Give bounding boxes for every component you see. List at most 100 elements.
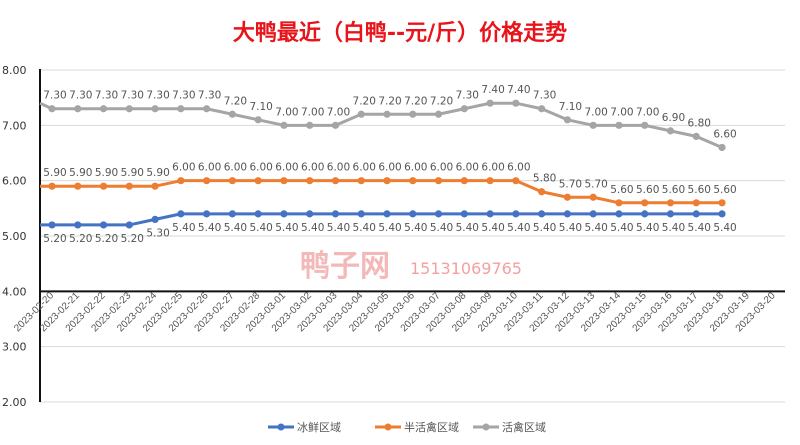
data-point	[48, 221, 56, 229]
legend-item: 冰鲜区域	[268, 420, 341, 434]
data-label: 5.40	[507, 222, 530, 234]
data-point	[538, 210, 546, 218]
y-tick-label: 8.00	[2, 64, 27, 77]
data-label: 6.00	[198, 162, 221, 174]
data-point	[280, 210, 288, 218]
data-point	[666, 199, 675, 207]
data-label: 6.60	[713, 128, 736, 140]
data-label: 6.00	[456, 162, 479, 174]
data-label: 5.40	[378, 222, 401, 234]
data-point	[254, 177, 262, 185]
series-line-1	[40, 179, 723, 205]
data-label: 6.00	[430, 162, 453, 174]
data-point	[692, 210, 700, 218]
data-label: 7.40	[507, 84, 530, 96]
data-point	[74, 105, 82, 113]
data-label: 5.90	[95, 167, 118, 179]
data-point	[125, 182, 133, 190]
data-label: 5.90	[146, 167, 169, 179]
data-label: 7.30	[198, 90, 221, 102]
y-tick-label: 4.00	[2, 285, 27, 298]
data-label: 5.60	[662, 184, 685, 196]
data-label: 5.30	[146, 227, 169, 239]
data-label: 5.40	[636, 222, 659, 234]
data-label: 5.40	[249, 222, 272, 234]
x-axis-ticks: 2023-02-202023-02-212023-02-222023-02-23…	[12, 290, 778, 334]
data-point	[177, 105, 185, 113]
legend-marker	[482, 423, 490, 431]
data-point	[151, 105, 159, 113]
data-point	[357, 177, 365, 185]
data-label: 5.40	[533, 222, 556, 234]
data-point	[125, 221, 133, 229]
data-point	[460, 105, 468, 113]
data-label: 5.40	[327, 222, 350, 234]
legend-marker	[384, 423, 392, 431]
data-label: 7.20	[378, 95, 401, 107]
data-point	[512, 210, 520, 218]
watermark-phone: 15131069765	[410, 259, 522, 278]
series-line-0	[40, 212, 723, 227]
data-label: 5.40	[559, 222, 582, 234]
legend-marker	[277, 423, 285, 431]
data-point	[512, 177, 520, 185]
data-label: 5.70	[559, 178, 582, 190]
data-label: 7.20	[353, 95, 376, 107]
data-label: 6.00	[224, 162, 247, 174]
data-point	[563, 193, 572, 201]
data-label: 6.00	[481, 162, 504, 174]
data-point	[306, 177, 314, 185]
data-label: 5.80	[533, 173, 556, 185]
data-point	[615, 121, 623, 129]
data-label: 6.90	[662, 112, 685, 124]
data-label: 6.00	[301, 162, 324, 174]
data-label: 7.20	[404, 95, 427, 107]
data-point	[409, 177, 417, 185]
legend-label: 冰鲜区域	[297, 420, 341, 434]
data-label: 7.30	[69, 90, 92, 102]
data-point	[434, 110, 443, 118]
data-point	[718, 210, 726, 218]
data-point	[48, 182, 56, 190]
y-tick-label: 2.00	[2, 396, 27, 409]
data-point	[280, 177, 288, 185]
data-label: 5.40	[430, 222, 453, 234]
data-label: 5.90	[43, 167, 66, 179]
data-point	[692, 132, 700, 140]
data-point	[718, 199, 726, 207]
y-tick-label: 3.00	[2, 341, 27, 354]
data-label: 5.40	[404, 222, 427, 234]
y-axis-ticks: 2.00 3.00 4.00 5.00 6.00 7.00 8.00	[2, 64, 27, 409]
data-label: 5.60	[713, 184, 736, 196]
data-label: 7.30	[95, 90, 118, 102]
data-point	[589, 210, 597, 218]
data-point	[666, 210, 675, 218]
y-tick-label: 6.00	[2, 175, 27, 188]
data-label: 5.20	[43, 233, 66, 245]
data-label: 6.80	[688, 117, 711, 129]
data-label: 7.30	[43, 90, 66, 102]
data-label: 7.00	[584, 106, 607, 118]
data-point	[254, 116, 262, 124]
data-label: 5.40	[610, 222, 633, 234]
data-label: 5.40	[688, 222, 711, 234]
data-point	[151, 182, 159, 190]
data-point	[383, 177, 391, 185]
series-line-2	[39, 101, 723, 149]
data-label: 5.40	[456, 222, 479, 234]
data-label: 7.20	[224, 95, 247, 107]
data-label: 6.00	[353, 162, 376, 174]
data-label: 7.30	[533, 90, 556, 102]
data-label: 7.00	[636, 106, 659, 118]
data-label: 7.30	[172, 90, 195, 102]
legend: 冰鲜区域 半活禽区域 活禽区域	[268, 420, 546, 434]
data-point	[177, 177, 185, 185]
data-point	[641, 121, 649, 129]
data-label: 5.60	[610, 184, 633, 196]
data-point	[563, 210, 572, 218]
legend-item: 活禽区域	[473, 420, 546, 434]
data-point	[74, 182, 82, 190]
data-label: 6.00	[404, 162, 427, 174]
data-point	[306, 121, 314, 129]
